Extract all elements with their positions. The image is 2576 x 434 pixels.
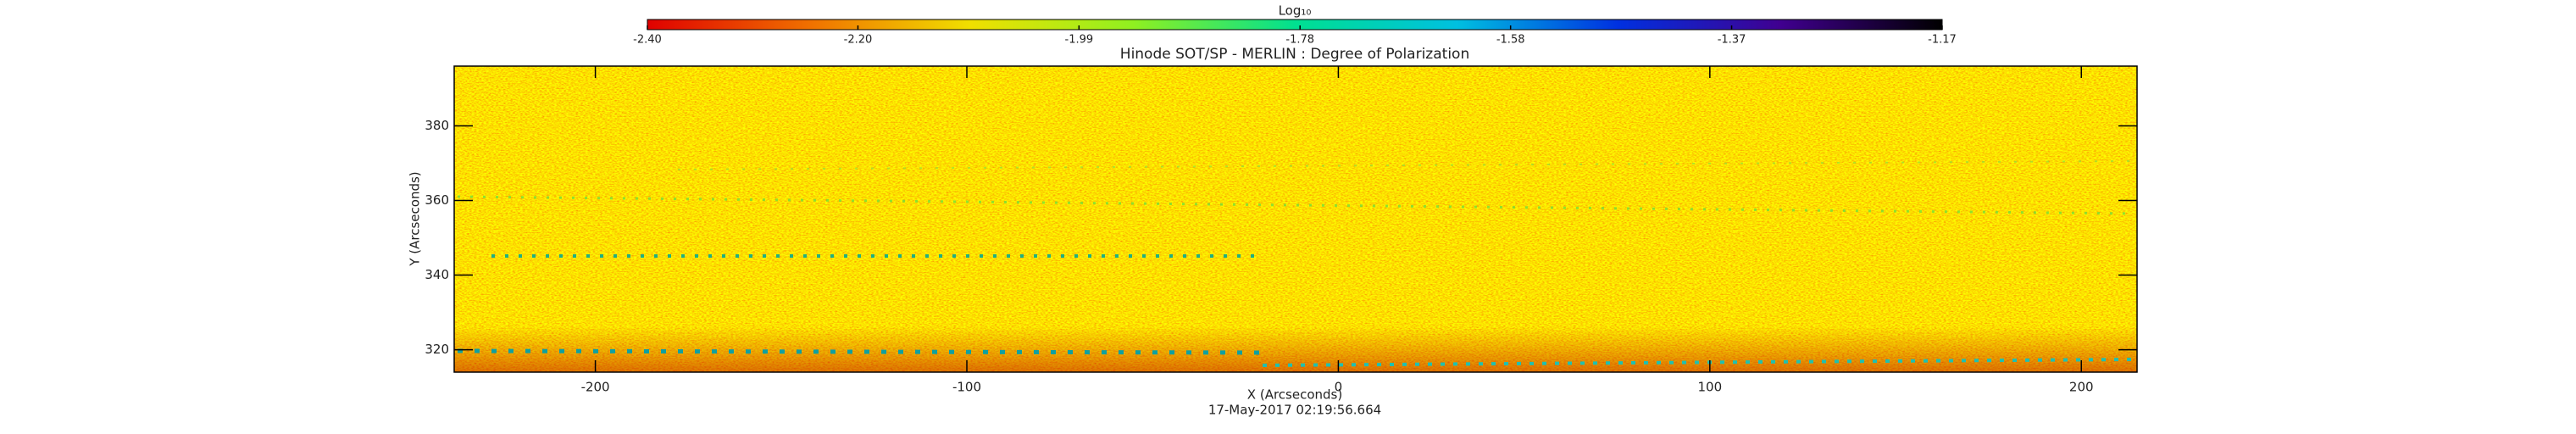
feature-streak	[1262, 358, 2136, 367]
y-axis-label: Y (Arcseconds)	[408, 171, 423, 266]
footer-date: 17-May-2017 02:19:56.664	[1208, 403, 1381, 418]
x-tick-label: 0	[1335, 380, 1343, 395]
x-tick-label: 100	[1698, 380, 1723, 395]
x-tick-label: 200	[2069, 380, 2094, 395]
colorbar-tick-label: -2.40	[633, 34, 662, 47]
feature-streak	[677, 160, 2136, 170]
x-axis-label: X (Arcseconds)	[1247, 387, 1342, 403]
colorbar	[647, 19, 1943, 31]
colorbar-tick-label: -1.99	[1065, 34, 1094, 47]
colorbar-tick-label: -1.17	[1928, 34, 1957, 47]
y-tick-label: 360	[425, 192, 449, 208]
colorbar-tick-label: -1.37	[1718, 34, 1746, 47]
plot-frame	[453, 65, 2138, 373]
y-tick-label: 380	[425, 118, 449, 133]
heatmap-edge	[454, 66, 2137, 372]
y-tick-label: 340	[425, 267, 449, 282]
feature-streak	[457, 195, 2136, 215]
colorbar-tick-label: -1.78	[1285, 34, 1314, 47]
x-tick-label: -100	[952, 380, 981, 395]
colorbar-label: Log₁₀	[1279, 3, 1312, 19]
heatmap-image	[454, 66, 2137, 372]
chart-title: Hinode SOT/SP - MERLIN : Degree of Polar…	[1120, 46, 1469, 63]
x-tick-label: -200	[581, 380, 610, 395]
colorbar-tick-label: -2.20	[844, 34, 873, 47]
y-tick-label: 320	[425, 342, 449, 357]
colorbar-tick-label: -1.58	[1496, 34, 1525, 47]
